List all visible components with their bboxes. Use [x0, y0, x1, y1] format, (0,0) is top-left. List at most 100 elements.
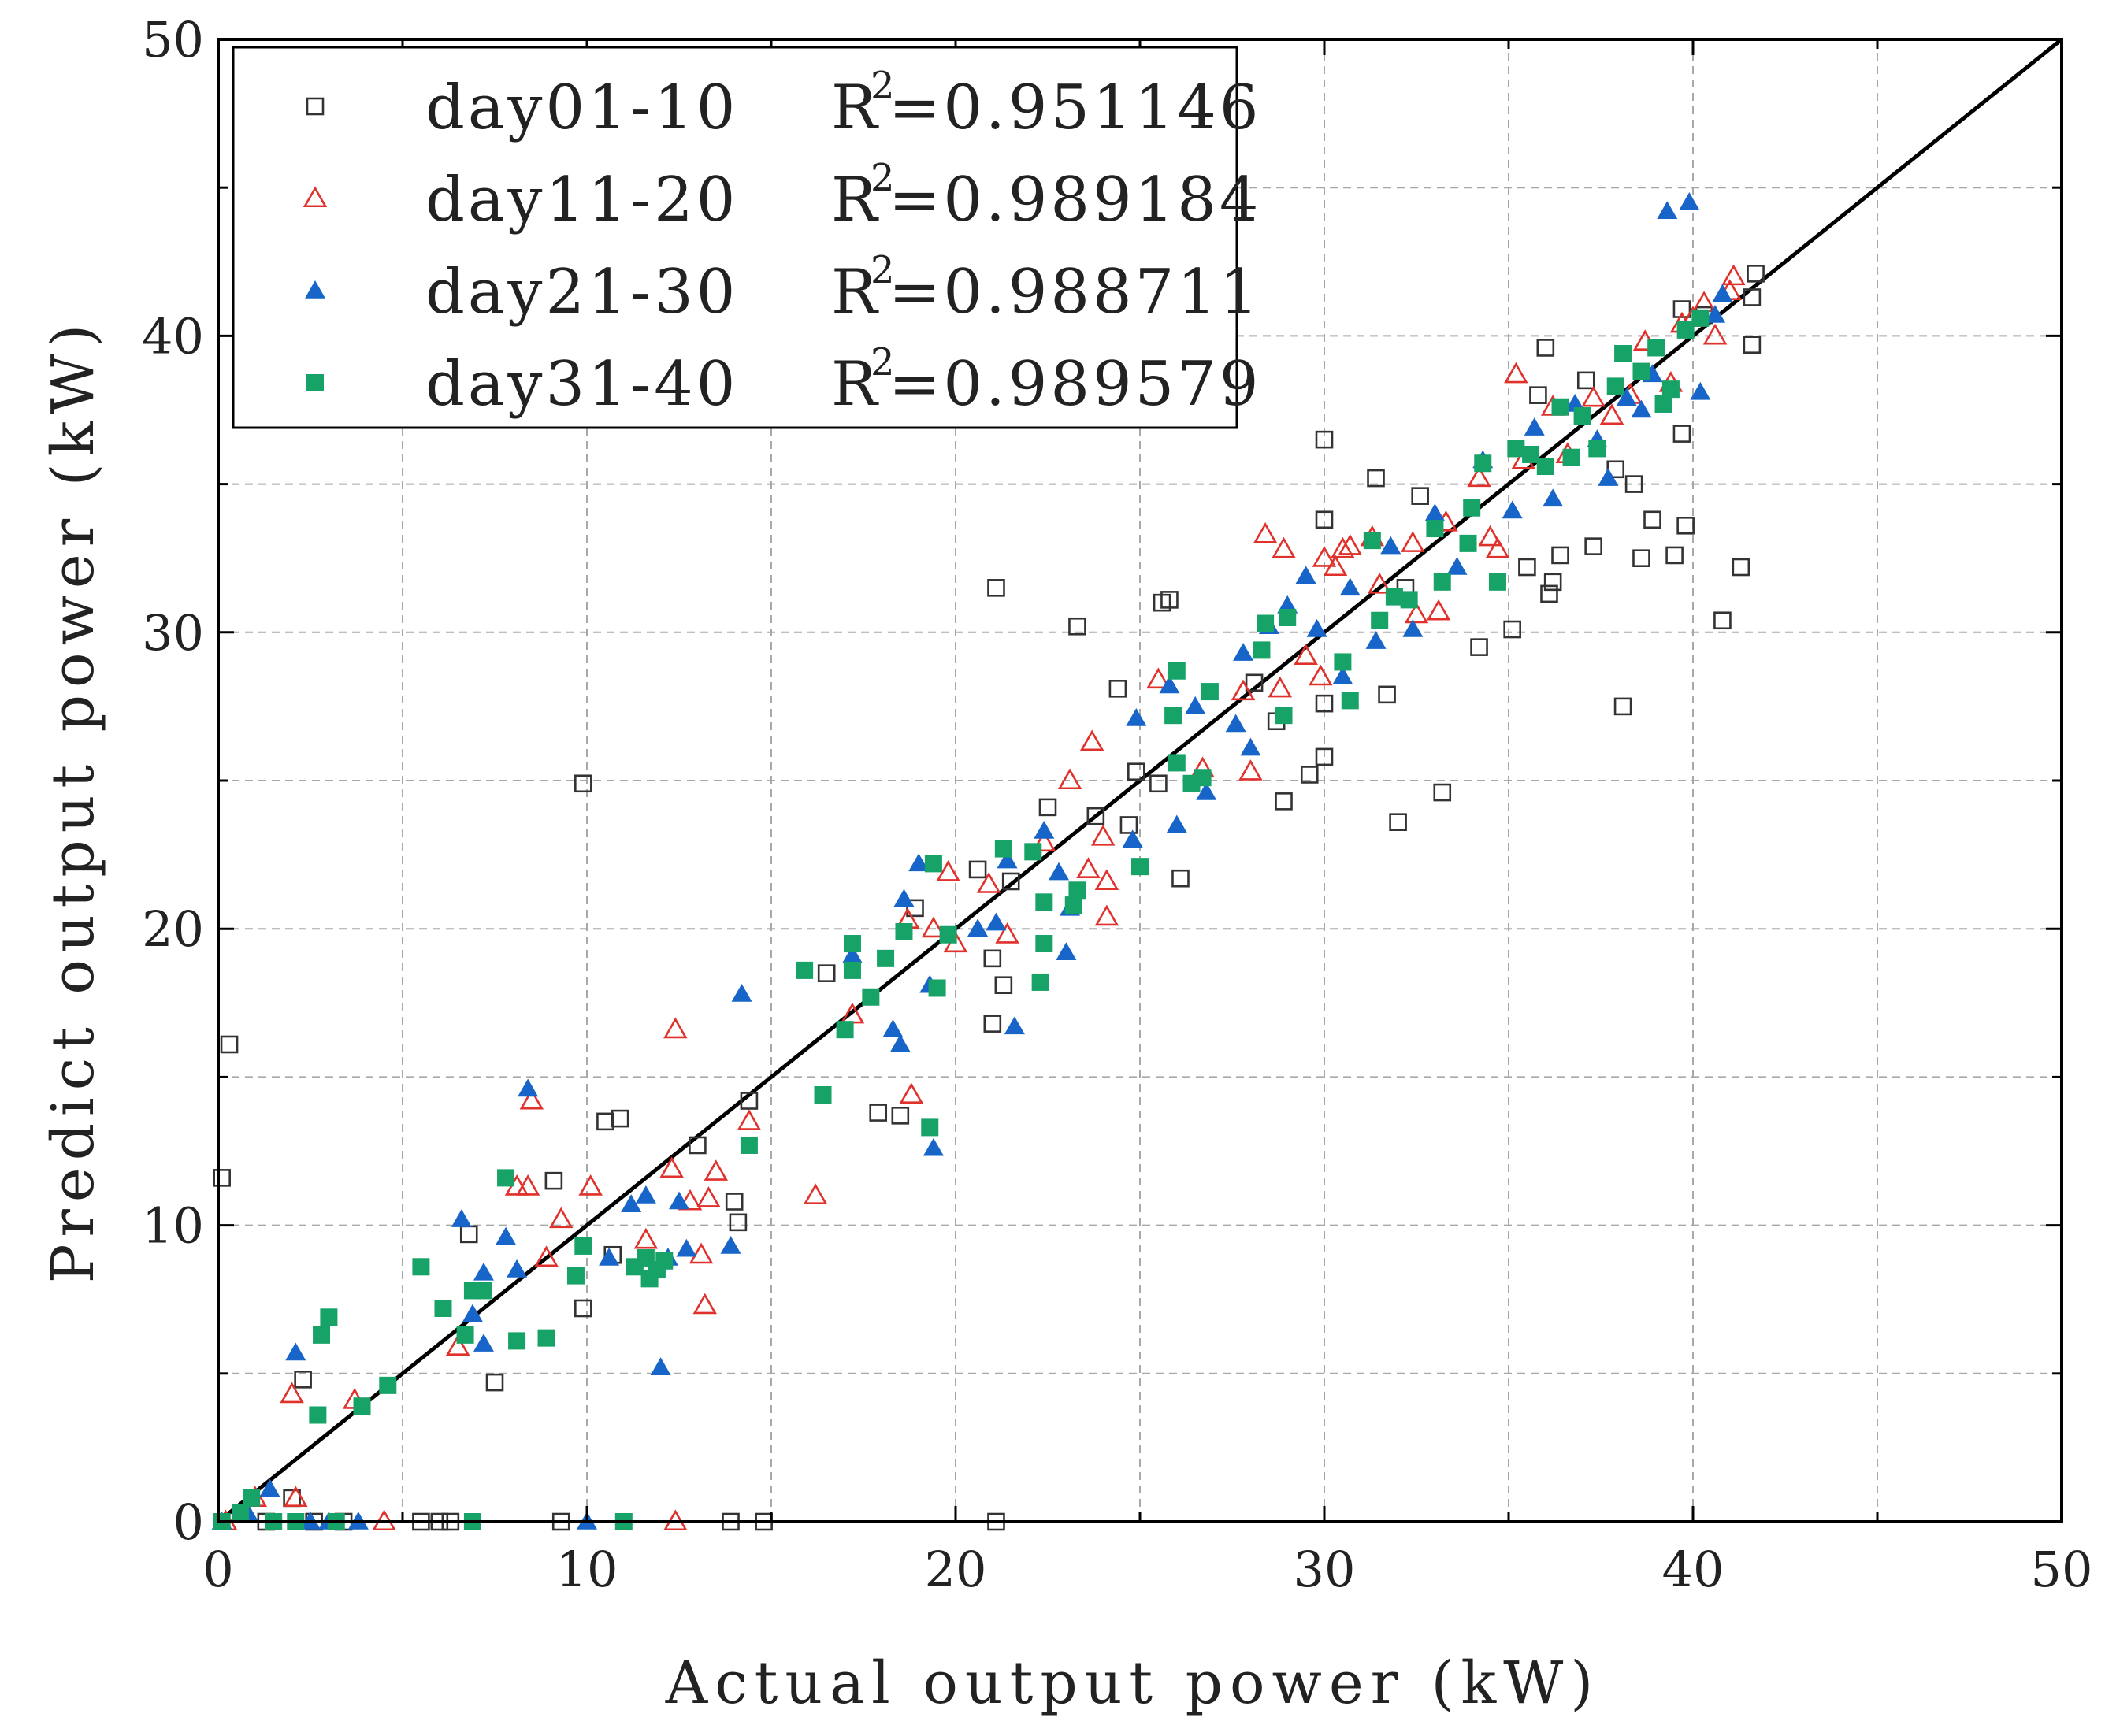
data-point	[1032, 830, 1056, 852]
data-point	[1713, 611, 1732, 630]
data-point	[1385, 588, 1403, 606]
data-point	[1672, 425, 1691, 443]
data-point	[1616, 388, 1637, 406]
data-point	[1524, 417, 1545, 436]
series-day11-20	[213, 264, 1746, 1531]
y-tick-label: 30	[142, 604, 204, 662]
data-point	[1380, 536, 1401, 555]
data-point	[611, 1109, 629, 1128]
data-point	[862, 988, 880, 1006]
data-point	[508, 1332, 526, 1350]
data-point	[1038, 798, 1057, 817]
data-point	[1551, 546, 1569, 565]
data-point	[967, 918, 989, 937]
data-point	[1168, 662, 1186, 680]
series-day31-40	[213, 309, 1710, 1530]
data-point	[1676, 321, 1695, 339]
legend-series-name: day11-20	[425, 165, 738, 236]
data-point	[1502, 500, 1523, 519]
data-point	[968, 860, 987, 879]
legend-r2-superscript: 2	[871, 340, 898, 384]
legend-r2-value: =0.988711	[889, 257, 1262, 328]
data-point	[1275, 707, 1293, 725]
legend-marker	[303, 186, 328, 208]
data-point	[1606, 377, 1624, 395]
data-point	[574, 774, 592, 793]
data-point	[1122, 829, 1143, 848]
legend-item-day21-30: day21-30 R2=0.988711	[305, 248, 1262, 328]
data-point	[1253, 521, 1278, 543]
data-point	[412, 1258, 430, 1276]
data-point	[599, 1248, 620, 1266]
x-tick-label: 10	[556, 1541, 618, 1598]
data-point	[924, 855, 942, 873]
data-point	[1691, 309, 1710, 327]
data-point	[1732, 558, 1750, 577]
data-point	[1225, 714, 1246, 733]
y-tick-label: 20	[142, 900, 204, 958]
data-point	[1194, 769, 1212, 787]
y-tick-label: 50	[142, 11, 204, 69]
data-point	[1470, 638, 1488, 656]
data-point	[1613, 697, 1632, 716]
data-point	[1168, 754, 1186, 772]
data-point	[696, 1186, 721, 1207]
data-point	[908, 853, 930, 872]
data-point	[1581, 385, 1606, 407]
data-point	[1339, 577, 1361, 596]
data-point	[669, 1191, 689, 1210]
data-point	[537, 1329, 555, 1347]
data-point	[1334, 653, 1352, 671]
data-point	[1562, 448, 1580, 466]
data-point	[987, 579, 1005, 597]
data-point	[1747, 265, 1765, 283]
legend-series-name: day01-10	[425, 72, 738, 143]
data-point	[1576, 371, 1595, 390]
data-point	[1665, 546, 1684, 565]
data-point	[1433, 783, 1452, 802]
data-point	[1598, 468, 1619, 486]
data-point	[1306, 619, 1327, 637]
data-point	[1614, 344, 1632, 362]
data-point	[1312, 546, 1337, 567]
data-point	[1049, 862, 1070, 881]
data-point	[285, 1342, 306, 1361]
data-point	[1295, 566, 1316, 584]
data-point	[548, 1207, 574, 1229]
data-point	[578, 1174, 603, 1196]
data-point	[923, 1137, 944, 1156]
x-axis-title: Actual output power (kW)	[665, 1649, 1600, 1717]
data-point	[1588, 440, 1606, 458]
data-point	[1632, 549, 1650, 568]
data-point	[459, 1225, 478, 1244]
data-point	[635, 1185, 656, 1204]
data-point	[313, 1326, 331, 1344]
data-point	[994, 976, 1013, 995]
data-point	[243, 1489, 261, 1507]
data-point	[1068, 881, 1086, 900]
data-point	[519, 1088, 544, 1110]
data-point	[895, 922, 913, 940]
data-point	[1363, 532, 1381, 550]
data-point	[259, 1478, 280, 1497]
data-point	[1503, 620, 1521, 639]
data-point	[678, 1189, 703, 1211]
data-point	[496, 1226, 517, 1245]
data-point	[995, 922, 1019, 944]
data-point	[1171, 869, 1190, 888]
data-point	[1164, 707, 1182, 725]
legend-r2-label: R	[831, 72, 881, 143]
data-point	[1478, 525, 1502, 547]
data-point	[1315, 430, 1334, 449]
data-point	[1401, 531, 1425, 552]
data-point	[1433, 573, 1451, 591]
data-point	[1371, 611, 1389, 629]
data-point	[507, 1259, 528, 1278]
data-point	[1094, 869, 1119, 891]
data-point	[1424, 503, 1446, 521]
data-point	[1599, 403, 1624, 425]
data-point	[659, 1156, 684, 1178]
legend-r2-superscript: 2	[871, 248, 898, 292]
data-point	[320, 1308, 338, 1326]
